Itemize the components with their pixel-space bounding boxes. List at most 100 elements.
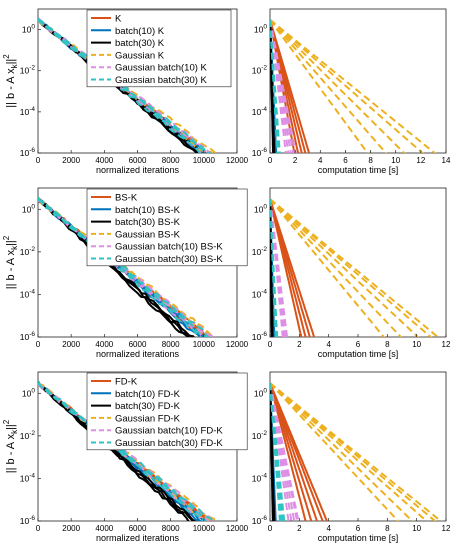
series-line-gaussian-batch-30-fd-k-3 (270, 382, 286, 521)
y-tick-label: 100 (254, 203, 267, 214)
series-line-fd-k-4 (270, 382, 328, 521)
y-tick-label: 10-2 (20, 246, 36, 257)
series-group (270, 198, 440, 337)
x-tick-label: 2000 (62, 340, 80, 349)
x-tick-label: 12 (442, 340, 451, 349)
x-tick-label: 0 (36, 524, 41, 533)
x-tick-label: 10 (412, 340, 421, 349)
legend-entry: BS-K (115, 193, 138, 204)
plot-left-row1: 0 2000 4000 6000 8000 10000 12000 normalized it… (2, 187, 249, 359)
x-tick-label: 6000 (129, 524, 147, 533)
series-group (38, 17, 218, 153)
series-line-gaussian-fd-k-1 (270, 382, 414, 521)
x-axis-label: normalized iterations (96, 349, 180, 359)
x-tick-label: 8 (385, 340, 390, 349)
x-tick-label: 12 (442, 524, 451, 533)
x-tick-label: 4000 (95, 524, 113, 533)
y-tick-label: 10-2 (252, 246, 268, 257)
series-line-gaussian-fd-k-4 (270, 382, 443, 521)
legend-entry: Gaussian BS-K (115, 229, 181, 240)
x-tick-label: 0 (36, 340, 41, 349)
plot-right-row2: 0 2 4 6 8 10 12 computation time [s] 100 10-2 10-4… (252, 371, 451, 543)
y-tick-label: 10-4 (252, 472, 268, 483)
plot-right-row0: 0 2 4 6 8 10 12 14 computation time [s] 100 10-2 10… (252, 8, 451, 175)
series-line-gaussian-k-0 (270, 19, 369, 153)
series-line-gaussian-batch-30-fd-k-2 (38, 382, 215, 521)
y-tick-label: 10-2 (252, 65, 268, 76)
y-tick-label: 10-4 (252, 106, 268, 117)
y-tick-label: 10-2 (252, 430, 268, 441)
y-tick-label: 100 (254, 24, 267, 35)
x-axis-label: computation time [s] (318, 349, 399, 359)
legend-entry: Gaussian batch(30) K (115, 75, 208, 86)
y-tick-label: 10-2 (20, 65, 36, 76)
series-group (38, 196, 216, 337)
series-line-gaussian-batch-30-k-2 (270, 19, 281, 153)
x-tick-label: 6 (356, 340, 361, 349)
plot-left-row2: 0 2000 4000 6000 8000 10000 12000 normalized it… (2, 371, 249, 543)
legend-box (86, 372, 248, 451)
series-line-gaussian-batch-30-bs-k-1 (38, 196, 208, 337)
x-tick-label: 0 (268, 340, 273, 349)
x-axis-label: normalized iterations (96, 533, 180, 543)
legend-entry: Gaussian batch(10) BS-K (115, 242, 223, 253)
x-tick-label: 0 (36, 156, 41, 165)
series-line-gaussian-k-1 (270, 19, 388, 153)
x-tick-label: 6000 (129, 156, 147, 165)
x-tick-label: 0 (268, 156, 273, 165)
y-tick-label: 10-6 (252, 147, 268, 158)
legend-entry: K (115, 14, 122, 25)
series-group (38, 380, 219, 521)
series-line-gaussian-batch-10-k-4 (270, 19, 297, 153)
x-tick-label: 8000 (162, 156, 180, 165)
y-tick-label: 10-4 (252, 288, 268, 299)
series-group (270, 19, 437, 153)
legend-entry: batch(10) K (115, 26, 165, 37)
series-line-gaussian-bs-k-2 (38, 196, 216, 337)
series-line-gaussian-batch-10-bs-k-3 (270, 198, 289, 337)
x-tick-label: 12000 (226, 524, 249, 533)
y-tick-label: 10-2 (20, 430, 36, 441)
series-line-gaussian-k-4 (270, 19, 437, 153)
x-tick-label: 10000 (193, 156, 216, 165)
x-tick-label: 4000 (95, 340, 113, 349)
x-tick-label: 12000 (226, 156, 249, 165)
x-axis-label: normalized iterations (96, 165, 180, 175)
x-tick-label: 8 (385, 524, 390, 533)
series-line-k-4 (270, 19, 311, 153)
x-tick-label: 6000 (129, 340, 147, 349)
y-axis-label: || b - A xk||2 (2, 54, 19, 108)
legend-entry: FD-K (115, 377, 138, 388)
x-tick-label: 2 (293, 156, 298, 165)
x-tick-label: 2000 (62, 524, 80, 533)
legend-entry: batch(30) FD-K (115, 401, 181, 412)
x-tick-label: 4 (326, 340, 331, 349)
x-tick-label: 10000 (193, 340, 216, 349)
x-tick-label: 8000 (162, 340, 180, 349)
x-tick-label: 2 (297, 340, 302, 349)
x-tick-label: 4000 (95, 156, 113, 165)
y-tick-label: 10-6 (20, 331, 36, 342)
x-tick-label: 10 (391, 156, 400, 165)
series-line-gaussian-batch-30-bs-k-2 (38, 198, 211, 337)
x-tick-label: 6 (356, 524, 361, 533)
legend-entry: batch(30) BS-K (115, 217, 181, 228)
series-line-batch-30-fd-k-2 (38, 382, 197, 521)
x-tick-label: 14 (442, 156, 451, 165)
x-tick-label: 12 (416, 156, 425, 165)
x-axis-label: computation time [s] (318, 165, 399, 175)
legend-entry: batch(30) K (115, 38, 165, 49)
plot-left-row0: 0 2000 4000 6000 8000 10000 12000 normalized it… (2, 8, 249, 175)
series-line-gaussian-batch-30-bs-k-2 (270, 199, 279, 337)
series-line-gaussian-batch-30-k-1 (38, 19, 207, 153)
x-tick-label: 0 (268, 524, 273, 533)
x-tick-label: 2000 (62, 156, 80, 165)
legend-entry: batch(10) FD-K (115, 389, 181, 400)
y-tick-label: 10-6 (20, 147, 36, 158)
series-line-gaussian-batch-10-fd-k-4 (270, 382, 300, 521)
series-line-bs-k-3 (270, 198, 316, 337)
